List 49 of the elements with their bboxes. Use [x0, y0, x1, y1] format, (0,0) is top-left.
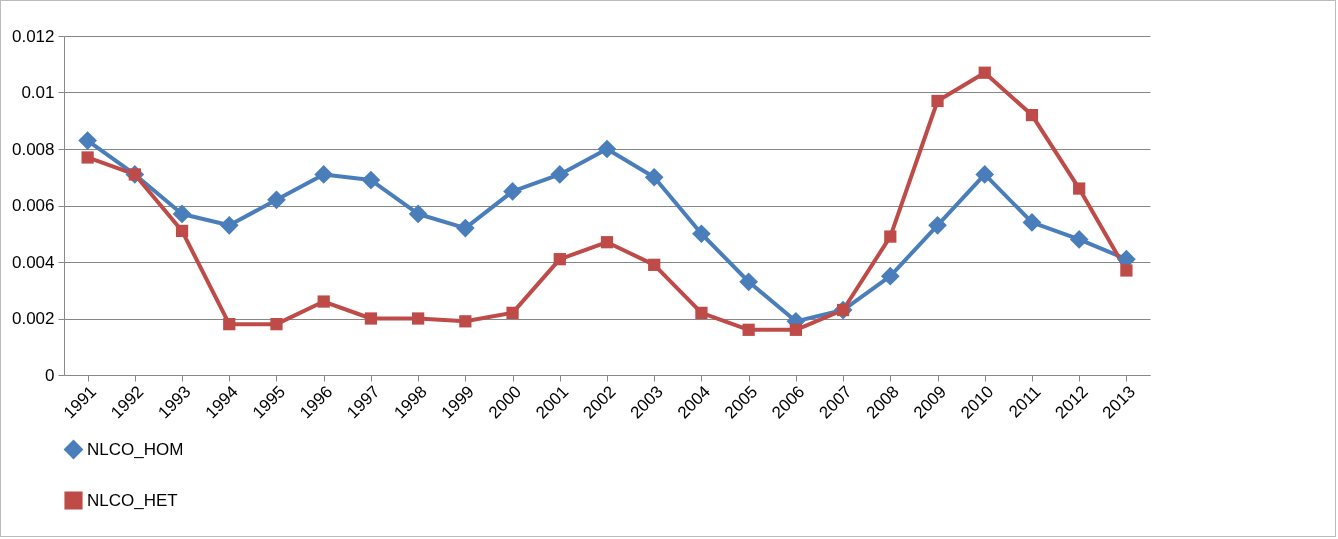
y-tick-label: 0 — [45, 365, 55, 385]
point — [408, 204, 428, 224]
point — [789, 323, 802, 336]
y-tick-label: 0.004 — [11, 252, 55, 272]
y-tick-label: 0.012 — [11, 26, 55, 46]
legend-label: NLCO_HOM — [87, 439, 184, 459]
point — [175, 224, 189, 238]
point — [600, 236, 614, 249]
point — [1069, 230, 1089, 249]
point — [884, 230, 897, 243]
legend-label: NLCO_HET — [87, 490, 178, 510]
point — [78, 131, 97, 150]
point — [550, 165, 570, 184]
point — [172, 204, 192, 224]
point — [503, 182, 522, 201]
point — [223, 318, 236, 331]
point — [412, 312, 425, 325]
point — [1022, 213, 1042, 232]
y-tick-label: 0.008 — [11, 139, 55, 159]
point — [931, 94, 944, 108]
point — [692, 224, 711, 244]
point — [975, 165, 995, 184]
point — [317, 295, 330, 308]
y-tick-label: 0.002 — [11, 309, 55, 328]
point — [459, 315, 472, 328]
point — [506, 306, 519, 319]
point — [361, 170, 381, 190]
point — [553, 253, 566, 266]
point — [597, 139, 617, 159]
point — [1073, 182, 1086, 195]
point — [978, 66, 991, 79]
y-tick-label: 0.006 — [11, 196, 55, 215]
point — [267, 190, 286, 210]
y-tick-label: 0.01 — [21, 83, 55, 102]
point — [314, 165, 334, 184]
point — [880, 266, 900, 286]
point — [364, 312, 378, 325]
point — [1120, 264, 1133, 277]
point — [81, 151, 94, 164]
point — [648, 258, 661, 271]
point — [695, 306, 708, 319]
point — [739, 272, 759, 292]
point — [928, 215, 947, 235]
point — [270, 318, 283, 331]
point — [742, 323, 755, 336]
point — [455, 218, 475, 238]
point — [219, 215, 239, 235]
point — [1025, 108, 1039, 122]
point — [644, 167, 664, 187]
